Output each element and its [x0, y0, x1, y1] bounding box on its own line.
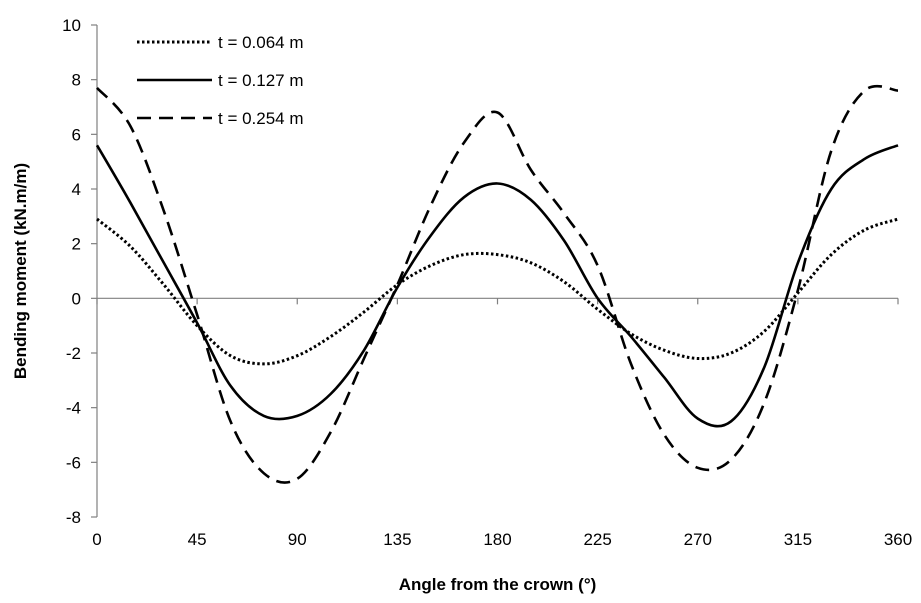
y-tick-label: 2: [72, 235, 81, 254]
x-tick-label: 135: [383, 530, 411, 549]
axes: [96, 25, 898, 517]
y-tick-label: -4: [66, 399, 81, 418]
x-axis-title: Angle from the crown (°): [399, 575, 597, 594]
legend-label: t = 0.127 m: [218, 71, 304, 90]
x-tick-label: 270: [684, 530, 712, 549]
x-tick-label: 90: [288, 530, 307, 549]
tick-labels: -8 -6 -4 -2 0 2 4 6 8 10 0 45 90 135 180 225 270 315 360: [62, 16, 912, 549]
y-tick-label: 8: [72, 71, 81, 90]
y-tick-label: 6: [72, 125, 81, 144]
x-tick-label: 0: [92, 530, 101, 549]
x-tick-label: 360: [884, 530, 912, 549]
series-line-t-0-254-m: [96, 84, 899, 484]
y-tick-label: 10: [62, 16, 81, 35]
x-tick-label: 225: [583, 530, 611, 549]
x-tick-label: 45: [188, 530, 207, 549]
y-axis-title: Bending moment (kN.m/m): [11, 163, 30, 379]
y-tick-label: -6: [66, 453, 81, 472]
legend-label: t = 0.254 m: [218, 109, 304, 128]
y-tick-label: 4: [72, 180, 81, 199]
series-line-t-0-064-m: [96, 217, 899, 366]
y-tick-label: -8: [66, 508, 81, 527]
y-tick-label: 0: [72, 289, 81, 308]
x-tick-label: 180: [483, 530, 511, 549]
series-lines: [95, 84, 899, 484]
x-tick-label: 315: [784, 530, 812, 549]
legend: t = 0.064 m t = 0.127 m t = 0.254 m: [137, 33, 304, 128]
legend-label: t = 0.064 m: [218, 33, 304, 52]
y-tick-label: -2: [66, 344, 81, 363]
tick-marks: [91, 24, 899, 518]
series-line-t-0-127-m: [95, 144, 899, 428]
